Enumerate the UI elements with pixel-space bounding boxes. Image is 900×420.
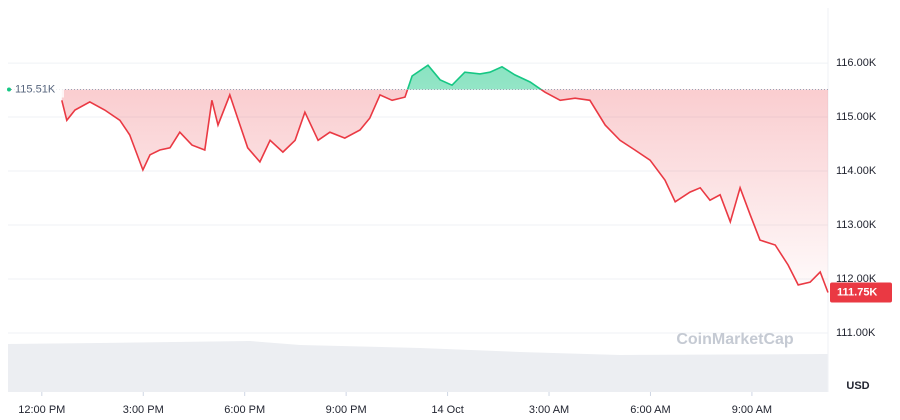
reference-label-bg <box>12 81 64 98</box>
y-tick-label: 113.00K <box>836 219 877 231</box>
y-tick-label: 111.00K <box>836 327 876 339</box>
x-tick-label: 12:00 PM <box>18 404 65 416</box>
price-line-up <box>406 64 543 90</box>
y-tick-label: 112.00K <box>836 273 877 285</box>
price-line-down <box>61 89 829 293</box>
x-tick-label: 6:00 PM <box>224 404 265 416</box>
plot: 115.51K <box>7 62 829 334</box>
current-price-label: 111.75K <box>837 286 877 298</box>
watermark: CoinMarketCap <box>676 331 794 348</box>
y-tick-label: 115.00K <box>836 111 877 123</box>
reference-dot <box>7 87 11 92</box>
area-up <box>61 65 828 90</box>
area-down <box>61 89 828 293</box>
volume-area <box>8 341 828 392</box>
x-tick-label: 14 Oct <box>431 404 463 416</box>
x-tick-label: 6:00 AM <box>630 404 670 416</box>
current-price-badge <box>830 282 892 303</box>
y-tick-label: 114.00K <box>836 165 877 177</box>
x-tick-label: 9:00 AM <box>732 404 772 416</box>
currency-label: USD <box>846 380 869 392</box>
x-tick-label: 3:00 AM <box>529 404 569 416</box>
y-tick-label: 116.00K <box>836 57 877 69</box>
x-tick-label: 3:00 PM <box>123 404 164 416</box>
reference-label: 115.51K <box>15 83 56 95</box>
x-tick-label: 9:00 PM <box>326 404 367 416</box>
